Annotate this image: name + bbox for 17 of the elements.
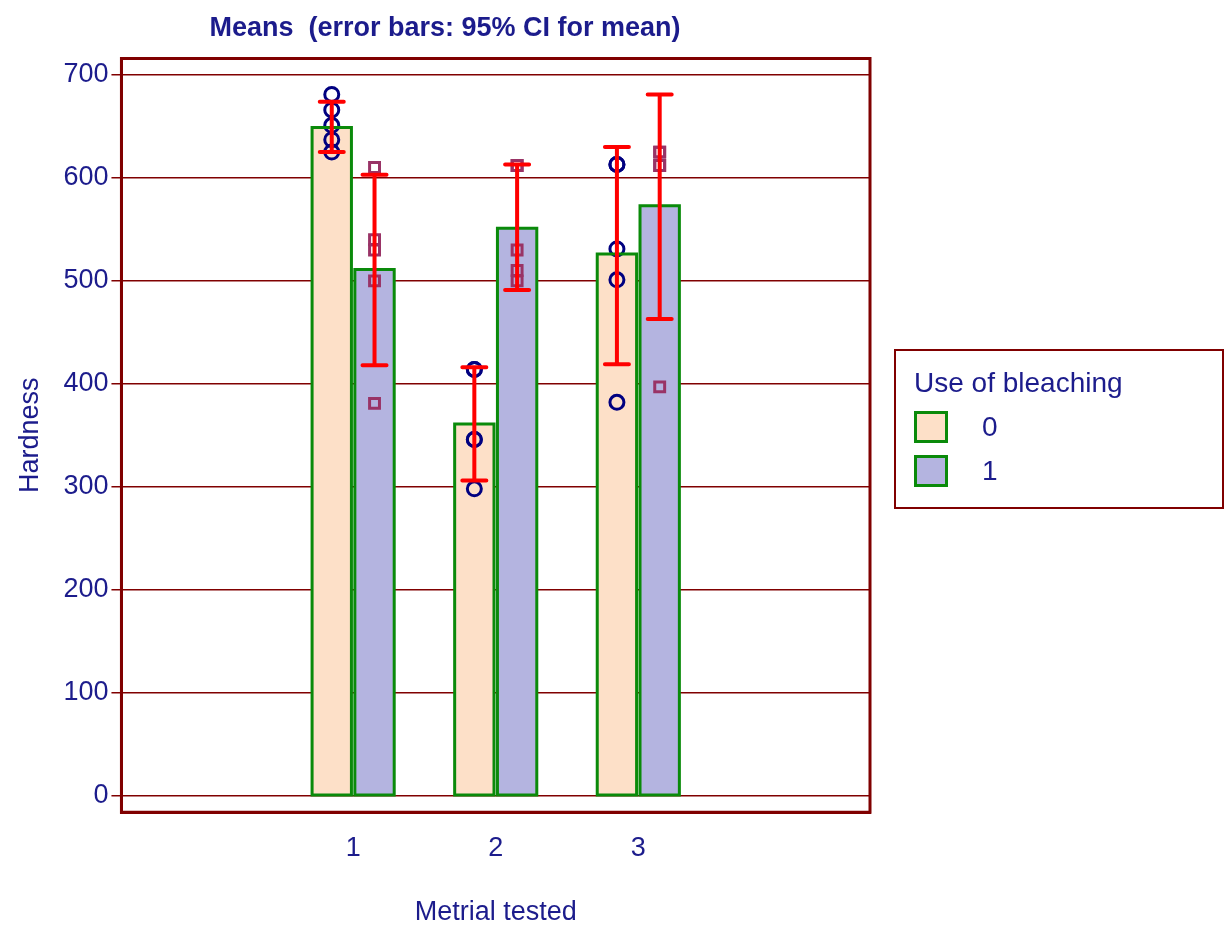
x-tick-label: 3: [630, 831, 646, 862]
y-tick-label: 400: [63, 367, 109, 398]
y-tick-label: 200: [63, 573, 109, 604]
y-tick-label: 100: [63, 676, 109, 707]
legend-label: 0: [982, 411, 998, 443]
y-tick-label: 600: [63, 161, 109, 192]
x-tick-label: 2: [488, 831, 504, 862]
y-tick-label: 500: [63, 264, 109, 295]
y-tick-label: 700: [63, 58, 109, 89]
y-axis-title: Hardness: [13, 377, 44, 494]
x-axis-title: Metrial tested: [414, 896, 577, 927]
y-tick-label: 0: [93, 779, 109, 810]
legend-label: 1: [982, 455, 998, 487]
y-tick-label: 300: [63, 470, 109, 501]
chart-title: Means (error bars: 95% CI for mean): [209, 11, 681, 42]
x-tick-label: 1: [345, 831, 361, 862]
legend-title: Use of bleaching: [914, 367, 1124, 399]
